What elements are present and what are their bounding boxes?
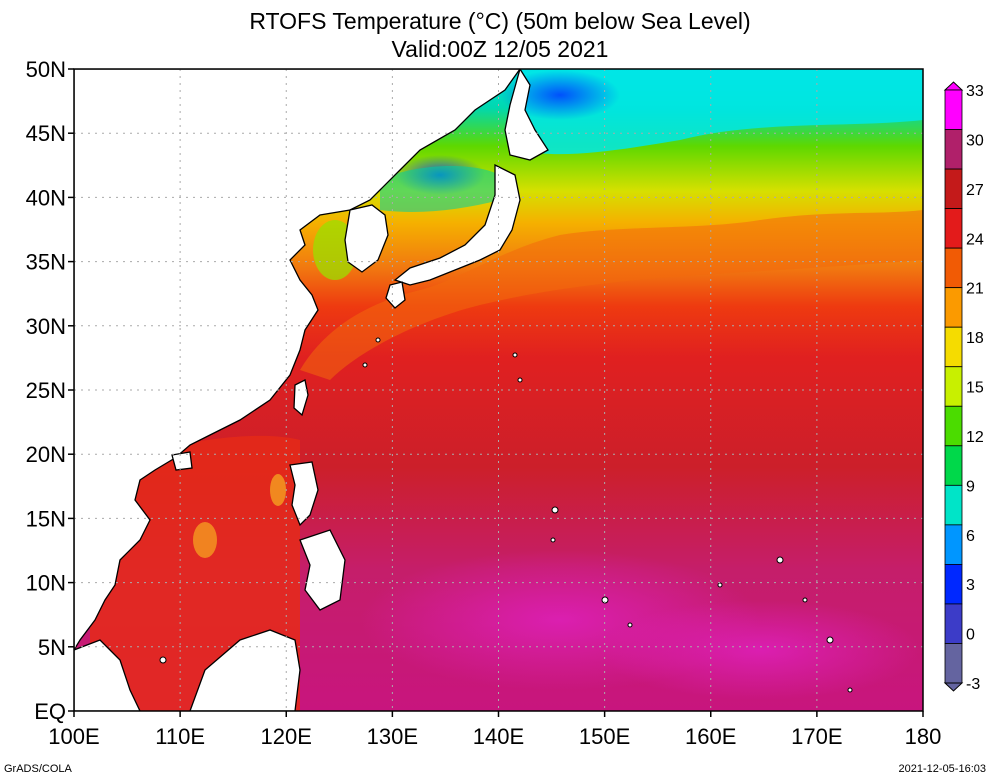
lat-tick-label: 35N	[26, 250, 66, 275]
lon-tick-label: 140E	[473, 724, 524, 749]
lon-tick-label: 180	[905, 724, 942, 749]
latitude-labels: 50N 45N 40N 35N 30N 25N 20N 15N 10N 5N EQ	[26, 57, 66, 724]
lat-tick-label: 25N	[26, 378, 66, 403]
lon-tick-label: 170E	[791, 724, 842, 749]
colorbar-swatch	[944, 643, 963, 684]
colorbar-label: 12	[966, 429, 984, 446]
colorbar	[943, 81, 964, 692]
colorbar-label: 9	[966, 478, 975, 495]
lat-tick-label: 45N	[26, 121, 66, 146]
lon-tick-label: 100E	[48, 724, 99, 749]
lon-tick-label: 150E	[579, 724, 630, 749]
warm-pool-east	[600, 600, 920, 700]
colorbar-swatch	[944, 366, 963, 407]
small-islands	[159, 337, 853, 693]
map-subtitle: Valid:00Z 12/05 2021	[391, 36, 609, 62]
colorbar-label: 0	[966, 627, 975, 644]
lat-tick-label: 30N	[26, 314, 66, 339]
lon-tick-label: 160E	[685, 724, 736, 749]
japan-sea-water	[380, 165, 500, 212]
footer-credit: GrADS/COLA	[4, 763, 72, 775]
colorbar-swatch	[944, 445, 963, 486]
colorbar-label: 33	[966, 83, 984, 100]
colorbar-swatch	[944, 208, 963, 249]
colorbar-swatch	[944, 564, 963, 605]
colorbar-label: 21	[966, 281, 984, 298]
lon-tick-label: 110E	[155, 724, 205, 749]
lat-tick-label: 15N	[26, 506, 66, 531]
lat-tick-label: 5N	[38, 635, 66, 660]
colorbar-swatch	[944, 524, 963, 565]
lon-tick-label: 120E	[261, 724, 312, 749]
colorbar-swatch	[944, 484, 963, 526]
colorbar-label: 27	[966, 182, 984, 199]
colorbar-bottom-arrow	[943, 682, 964, 692]
lon-tick-label: 130E	[367, 724, 418, 749]
colorbar-label: 6	[966, 528, 975, 545]
lat-tick-label: 50N	[26, 57, 66, 82]
lat-tick-label: 20N	[26, 442, 66, 467]
colorbar-label: -3	[966, 676, 980, 693]
colorbar-swatch	[944, 287, 963, 328]
colorbar-swatch	[944, 247, 963, 289]
map-title: RTOFS Temperature (°C) (50m below Sea Le…	[249, 8, 751, 34]
colorbar-swatch	[944, 405, 963, 447]
colorbar-swatch	[944, 326, 963, 368]
axis-ticks	[68, 68, 924, 717]
kuroshio-tongue	[300, 210, 923, 380]
colorbar-top-arrow	[943, 81, 964, 91]
lat-tick-label: 10N	[26, 571, 66, 596]
lat-tick-label: 40N	[26, 185, 66, 210]
colorbar-swatch	[944, 129, 963, 170]
footer-timestamp: 2021-12-05-16:03	[898, 763, 986, 775]
gridlines	[74, 69, 923, 711]
lat-tick-label: EQ	[34, 699, 66, 724]
cold-core	[500, 70, 620, 120]
colorbar-swatch	[944, 168, 963, 209]
land-masses	[74, 69, 549, 711]
scs-warm-eddy	[193, 522, 217, 558]
longitude-labels: 100E 110E 120E 130E 140E 150E 160E 170E 180	[48, 724, 941, 749]
colorbar-label: 3	[966, 577, 975, 594]
scs-warm-eddy-2	[270, 474, 286, 506]
colorbar-swatch	[944, 89, 963, 130]
colorbar-label: 15	[966, 380, 984, 397]
colorbar-label: 24	[966, 231, 984, 248]
colorbar-label: 30	[966, 132, 984, 149]
colorbar-swatch	[944, 603, 963, 644]
colorbar-label: 18	[966, 330, 984, 347]
